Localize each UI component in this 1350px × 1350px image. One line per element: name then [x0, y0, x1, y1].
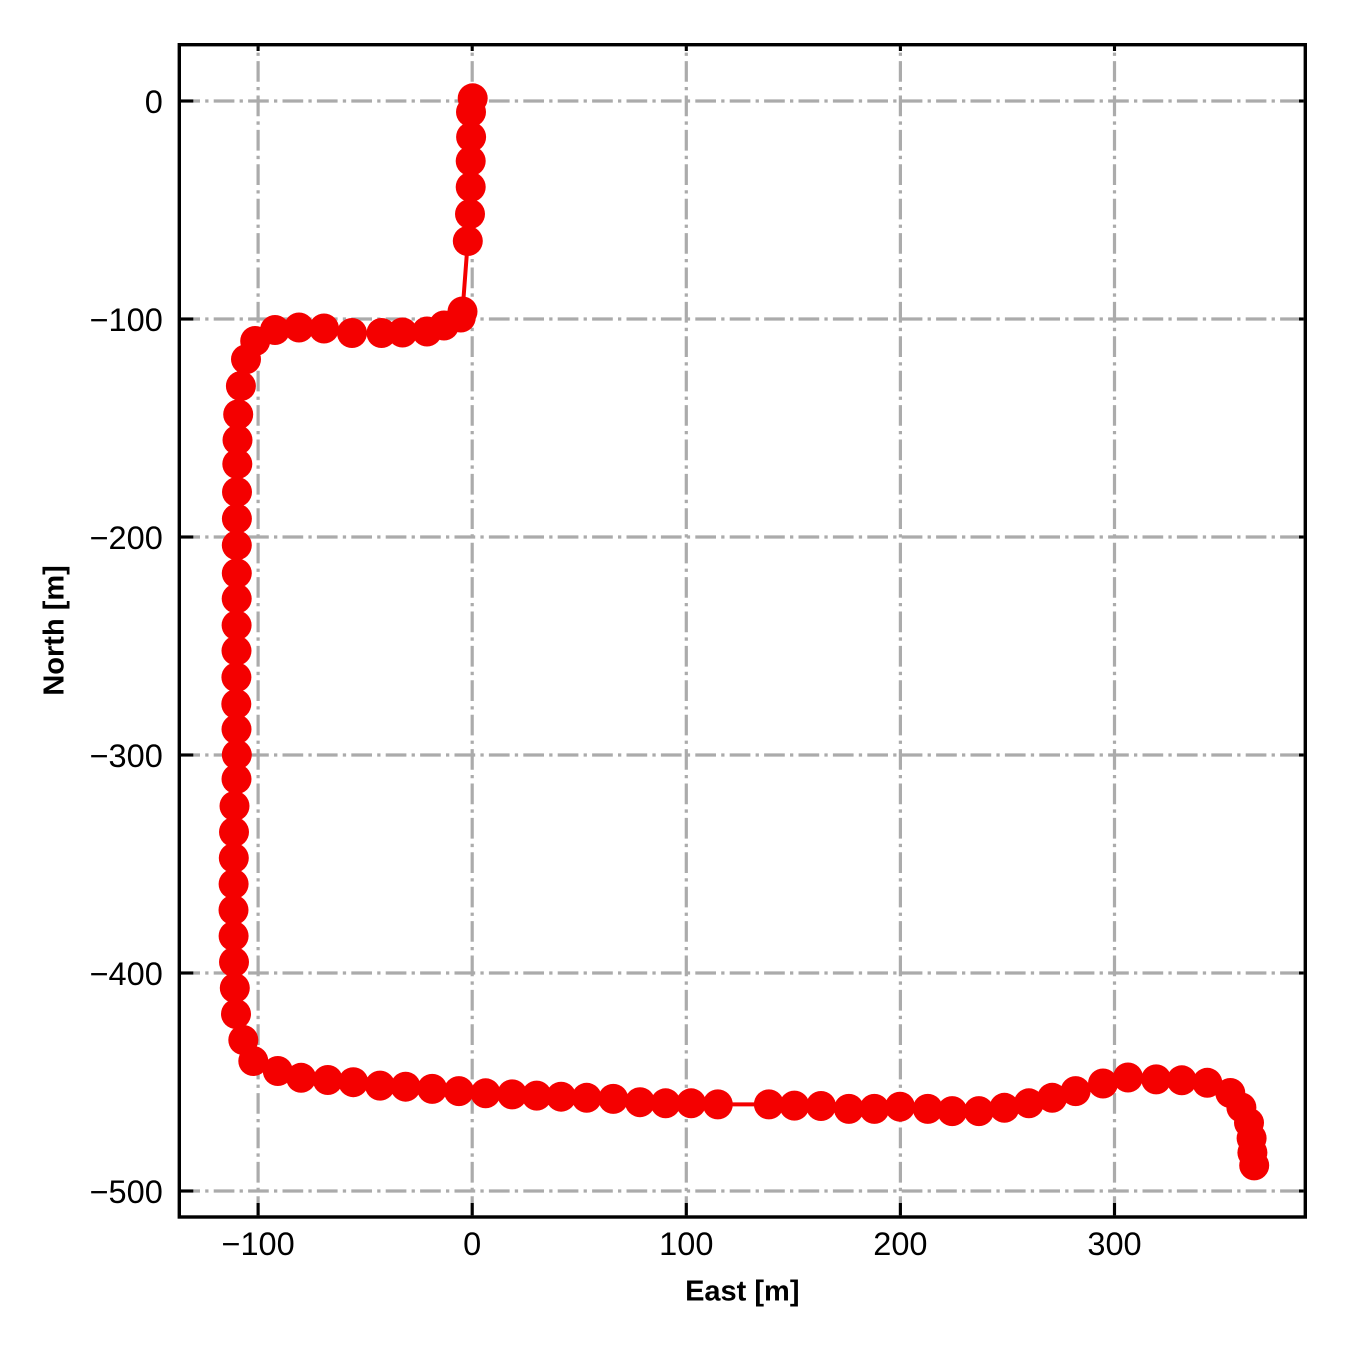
svg-text:−100: −100	[221, 1226, 294, 1262]
svg-text:−200: −200	[90, 520, 163, 556]
svg-text:East [m]: East [m]	[685, 1276, 799, 1308]
svg-text:−100: −100	[90, 302, 163, 338]
svg-text:−300: −300	[90, 738, 163, 774]
svg-text:200: 200	[873, 1226, 927, 1262]
svg-text:−400: −400	[90, 956, 163, 992]
svg-text:100: 100	[659, 1226, 713, 1262]
svg-text:0: 0	[463, 1226, 481, 1262]
svg-text:−500: −500	[90, 1174, 163, 1210]
svg-text:300: 300	[1087, 1226, 1141, 1262]
svg-text:North [m]: North [m]	[39, 565, 71, 695]
svg-text:0: 0	[145, 84, 163, 120]
